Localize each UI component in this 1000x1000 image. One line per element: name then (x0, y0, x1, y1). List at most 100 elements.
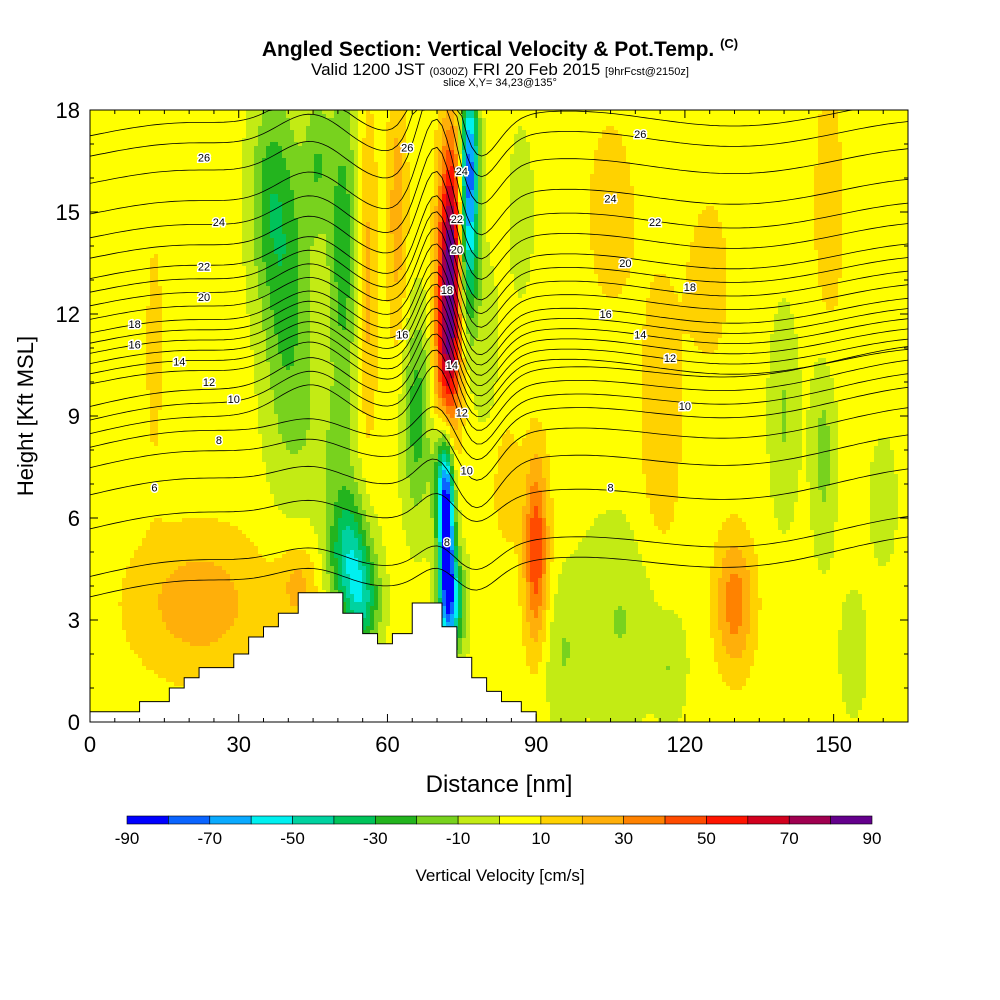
velocity-cell (654, 134, 658, 138)
velocity-cell (374, 134, 378, 138)
velocity-cell (634, 166, 638, 170)
velocity-cell (566, 178, 570, 182)
velocity-cell (634, 170, 638, 174)
velocity-cell (342, 150, 346, 154)
velocity-cell (738, 194, 742, 198)
velocity-cell (158, 158, 162, 162)
velocity-cell (258, 138, 262, 142)
velocity-cell (542, 142, 546, 146)
velocity-cell (238, 150, 242, 154)
velocity-cell (826, 178, 830, 182)
velocity-cell (134, 110, 138, 114)
velocity-cell (622, 194, 626, 198)
velocity-cell (174, 174, 178, 178)
velocity-cell (874, 162, 878, 166)
velocity-cell (686, 166, 690, 170)
velocity-cell (858, 166, 862, 170)
velocity-cell (122, 170, 126, 174)
velocity-cell (794, 154, 798, 158)
velocity-cell (146, 138, 150, 142)
velocity-cell (158, 162, 162, 166)
velocity-cell (126, 122, 130, 126)
velocity-cell (118, 134, 122, 138)
velocity-cell (258, 178, 262, 182)
velocity-cell (594, 126, 598, 130)
velocity-cell (166, 138, 170, 142)
velocity-cell (330, 170, 334, 174)
velocity-cell (566, 122, 570, 126)
velocity-cell (302, 110, 306, 114)
velocity-cell (718, 158, 722, 162)
velocity-cell (874, 126, 878, 130)
velocity-cell (754, 130, 758, 134)
velocity-cell (162, 126, 166, 130)
velocity-cell (90, 194, 94, 198)
velocity-cell (270, 166, 274, 170)
velocity-cell (142, 130, 146, 134)
velocity-cell (518, 178, 522, 182)
velocity-cell (398, 134, 402, 138)
velocity-cell (722, 178, 726, 182)
velocity-cell (154, 154, 158, 158)
velocity-cell (130, 138, 134, 142)
velocity-cell (390, 134, 394, 138)
velocity-cell (674, 174, 678, 178)
velocity-cell (806, 122, 810, 126)
velocity-cell (366, 150, 370, 154)
velocity-cell (638, 178, 642, 182)
velocity-cell (182, 154, 186, 158)
velocity-cell (470, 110, 474, 114)
velocity-cell (142, 110, 146, 114)
velocity-cell (622, 186, 626, 190)
velocity-cell (390, 154, 394, 158)
velocity-cell (218, 186, 222, 190)
velocity-cell (146, 150, 150, 154)
velocity-cell (134, 130, 138, 134)
velocity-cell (866, 146, 870, 150)
velocity-cell (206, 202, 210, 206)
velocity-cell (234, 134, 238, 138)
velocity-cell (286, 166, 290, 170)
velocity-cell (226, 170, 230, 174)
velocity-cell (506, 182, 510, 186)
velocity-cell (202, 114, 206, 118)
velocity-cell (234, 174, 238, 178)
velocity-cell (402, 118, 406, 122)
velocity-cell (386, 170, 390, 174)
velocity-cell (330, 194, 334, 198)
velocity-cell (710, 174, 714, 178)
velocity-cell (570, 142, 574, 146)
velocity-cell (626, 138, 630, 142)
velocity-cell (598, 174, 602, 178)
velocity-cell (866, 110, 870, 114)
velocity-cell (886, 166, 890, 170)
velocity-cell (550, 194, 554, 198)
velocity-cell (846, 154, 850, 158)
velocity-cell (166, 186, 170, 190)
velocity-cell (770, 110, 774, 114)
velocity-cell (810, 174, 814, 178)
velocity-cell (326, 150, 330, 154)
velocity-cell (242, 130, 246, 134)
velocity-cell (618, 170, 622, 174)
velocity-cell (506, 166, 510, 170)
velocity-cell (294, 154, 298, 158)
velocity-cell (742, 134, 746, 138)
velocity-cell (730, 154, 734, 158)
velocity-cell (510, 130, 514, 134)
velocity-cell (606, 122, 610, 126)
velocity-cell (122, 134, 126, 138)
velocity-cell (778, 154, 782, 158)
velocity-cell (298, 146, 302, 150)
velocity-cell (594, 146, 598, 150)
velocity-cell (510, 182, 514, 186)
velocity-cell (194, 166, 198, 170)
velocity-cell (634, 178, 638, 182)
velocity-cell (218, 118, 222, 122)
velocity-cell (818, 202, 822, 206)
velocity-cell (554, 110, 558, 114)
velocity-cell (410, 134, 414, 138)
velocity-cell (266, 170, 270, 174)
velocity-cell (182, 202, 186, 206)
velocity-cell (722, 122, 726, 126)
